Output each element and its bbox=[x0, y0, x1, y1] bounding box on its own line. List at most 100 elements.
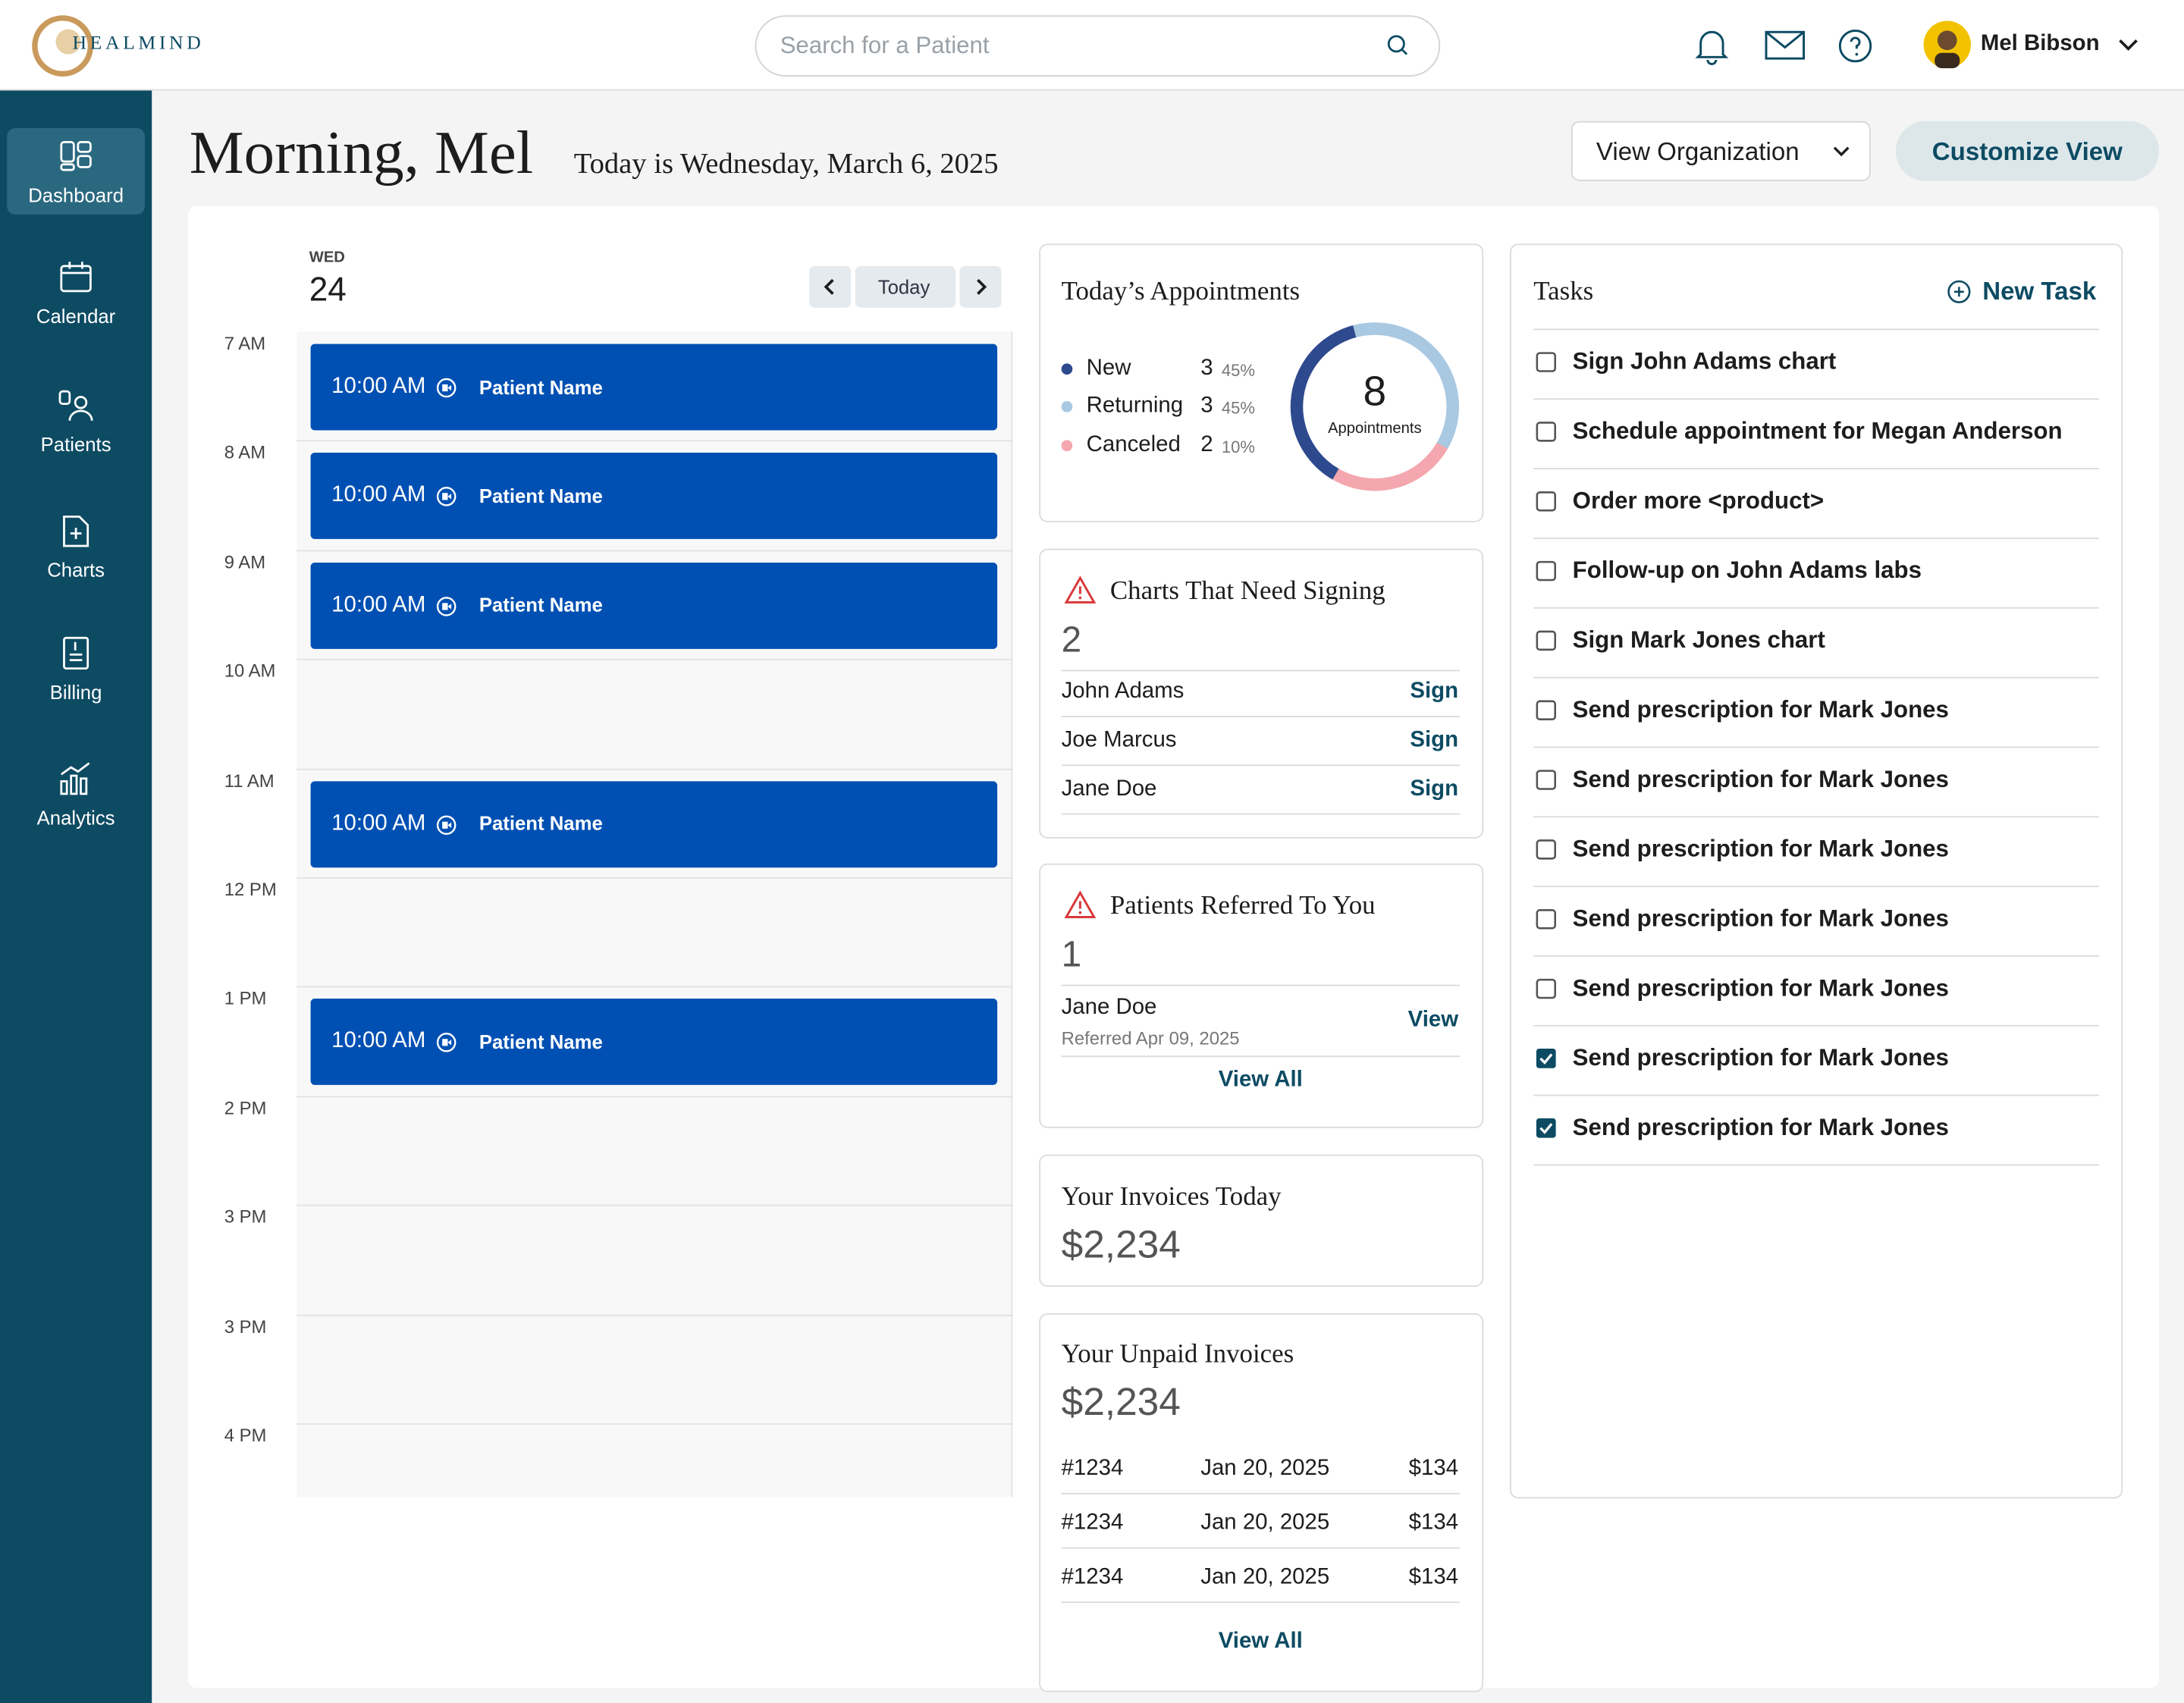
nav-label[interactable]: Calendar bbox=[36, 304, 116, 327]
sign-link[interactable]: Sign bbox=[1410, 776, 1459, 801]
divider bbox=[297, 986, 1013, 988]
time-label: 12 PM bbox=[224, 878, 277, 900]
avatar[interactable] bbox=[1923, 20, 1971, 69]
task-checkbox[interactable] bbox=[1535, 421, 1557, 443]
nav-icon[interactable] bbox=[57, 761, 95, 798]
customize-button[interactable] bbox=[1895, 121, 2159, 181]
task-checkbox[interactable] bbox=[1535, 1047, 1557, 1069]
donut-total-label: Appointments bbox=[1328, 419, 1422, 437]
divider bbox=[1533, 328, 2099, 331]
notification-icon[interactable] bbox=[1693, 27, 1730, 65]
view-all-link[interactable]: View All bbox=[1218, 1629, 1303, 1654]
nav-label[interactable]: Charts bbox=[47, 557, 105, 581]
task-checkbox[interactable] bbox=[1535, 491, 1557, 513]
nav-icon[interactable] bbox=[57, 259, 95, 297]
nav-label[interactable]: Billing bbox=[49, 680, 102, 703]
invoice-date: Jan 20, 2025 bbox=[1200, 1510, 1330, 1535]
appointment-time: 10:00 AM bbox=[331, 811, 426, 836]
time-label: 8 AM bbox=[224, 441, 266, 463]
donut bbox=[1290, 322, 1459, 491]
new-task-link[interactable]: New Task bbox=[1982, 276, 2097, 305]
appointment[interactable] bbox=[310, 780, 998, 867]
divider bbox=[1533, 886, 2099, 888]
task-checkbox[interactable] bbox=[1535, 1117, 1557, 1139]
referrals-card bbox=[1039, 863, 1484, 1128]
customize-label[interactable]: Customize View bbox=[1931, 136, 2123, 165]
legend-dot bbox=[1061, 363, 1073, 375]
appointment[interactable] bbox=[310, 562, 998, 649]
cal-today-label[interactable]: Today bbox=[877, 274, 930, 298]
card-title: Today’s Appointments bbox=[1061, 276, 1301, 306]
card-count: 1 bbox=[1061, 932, 1082, 974]
card-title: Patients Referred To You bbox=[1109, 890, 1376, 920]
mail-icon[interactable] bbox=[1765, 30, 1806, 61]
video-icon bbox=[436, 487, 457, 507]
view-all-link[interactable]: View All bbox=[1218, 1068, 1303, 1093]
view-link[interactable]: View bbox=[1407, 1008, 1459, 1033]
divider bbox=[297, 659, 1013, 660]
new-task-icon[interactable] bbox=[1947, 280, 1971, 303]
cal-next[interactable] bbox=[959, 265, 1002, 308]
nav-item-active[interactable] bbox=[7, 127, 146, 215]
divider bbox=[1533, 955, 2099, 957]
appointment[interactable] bbox=[310, 343, 998, 431]
nav-label[interactable]: Patients bbox=[40, 432, 111, 455]
task-checkbox[interactable] bbox=[1535, 769, 1557, 791]
divider bbox=[1533, 468, 2099, 469]
sign-link[interactable]: Sign bbox=[1410, 728, 1459, 752]
appointment[interactable] bbox=[310, 999, 998, 1086]
view-org-label[interactable]: View Organization bbox=[1596, 136, 1800, 165]
task-checkbox[interactable] bbox=[1535, 908, 1557, 930]
divider bbox=[1533, 607, 2099, 609]
divider bbox=[1533, 537, 2099, 539]
task-checkbox[interactable] bbox=[1535, 839, 1557, 861]
task-checkbox[interactable] bbox=[1535, 699, 1557, 721]
user-menu-chevron[interactable] bbox=[2117, 36, 2139, 53]
divider bbox=[297, 1314, 1013, 1316]
invoices-today-card bbox=[1039, 1154, 1484, 1287]
invoice-amount: $2,234 bbox=[1061, 1380, 1181, 1424]
task-text: Send prescription for Mark Jones bbox=[1572, 766, 1949, 793]
task-text: Send prescription for Mark Jones bbox=[1572, 696, 1949, 723]
search-box[interactable] bbox=[755, 15, 1441, 77]
cal-prev[interactable] bbox=[809, 265, 852, 308]
legend-count: 3 bbox=[1200, 394, 1213, 419]
task-checkbox[interactable] bbox=[1535, 977, 1557, 999]
appointment[interactable] bbox=[310, 453, 998, 540]
referral-name: Jane Doe bbox=[1061, 996, 1157, 1020]
nav-icon[interactable] bbox=[57, 635, 95, 673]
invoice-total: $134 bbox=[1408, 1510, 1459, 1535]
nav-label[interactable]: Dashboard bbox=[28, 183, 124, 205]
time-label: 2 PM bbox=[224, 1096, 267, 1118]
legend-name: Canceled bbox=[1086, 433, 1181, 457]
sign-link[interactable]: Sign bbox=[1410, 679, 1459, 704]
time-label: 3 PM bbox=[224, 1315, 267, 1337]
nav-icon[interactable] bbox=[57, 513, 95, 550]
date-text: Today is Wednesday, March 6, 2025 bbox=[573, 146, 999, 180]
task-text: Follow-up on John Adams labs bbox=[1572, 557, 1922, 584]
task-checkbox[interactable] bbox=[1535, 629, 1557, 651]
view-org-button[interactable] bbox=[1571, 121, 1871, 181]
day-number: 24 bbox=[309, 271, 347, 309]
appointment-patient: Patient Name bbox=[479, 1030, 603, 1053]
legend-pct: 45% bbox=[1221, 360, 1255, 381]
help-icon[interactable] bbox=[1837, 28, 1874, 64]
divider bbox=[1061, 1547, 1460, 1549]
warning-icon bbox=[1064, 576, 1097, 604]
view-org-chevron bbox=[1833, 146, 1850, 157]
divider bbox=[1061, 716, 1460, 717]
nav-icon[interactable] bbox=[57, 138, 95, 176]
invoice-date: Jan 20, 2025 bbox=[1200, 1457, 1330, 1481]
appointment-time: 10:00 AM bbox=[331, 1030, 426, 1054]
task-checkbox[interactable] bbox=[1535, 560, 1557, 582]
task-checkbox[interactable] bbox=[1535, 351, 1557, 373]
invoice-total: $134 bbox=[1408, 1457, 1459, 1481]
sidebar bbox=[0, 90, 152, 1703]
cal-today[interactable] bbox=[855, 265, 956, 308]
nav-icon[interactable] bbox=[57, 387, 95, 425]
cal-prev-icon bbox=[824, 278, 834, 295]
brand: HEALMIND bbox=[72, 33, 205, 54]
nav-label[interactable]: Analytics bbox=[36, 805, 115, 828]
